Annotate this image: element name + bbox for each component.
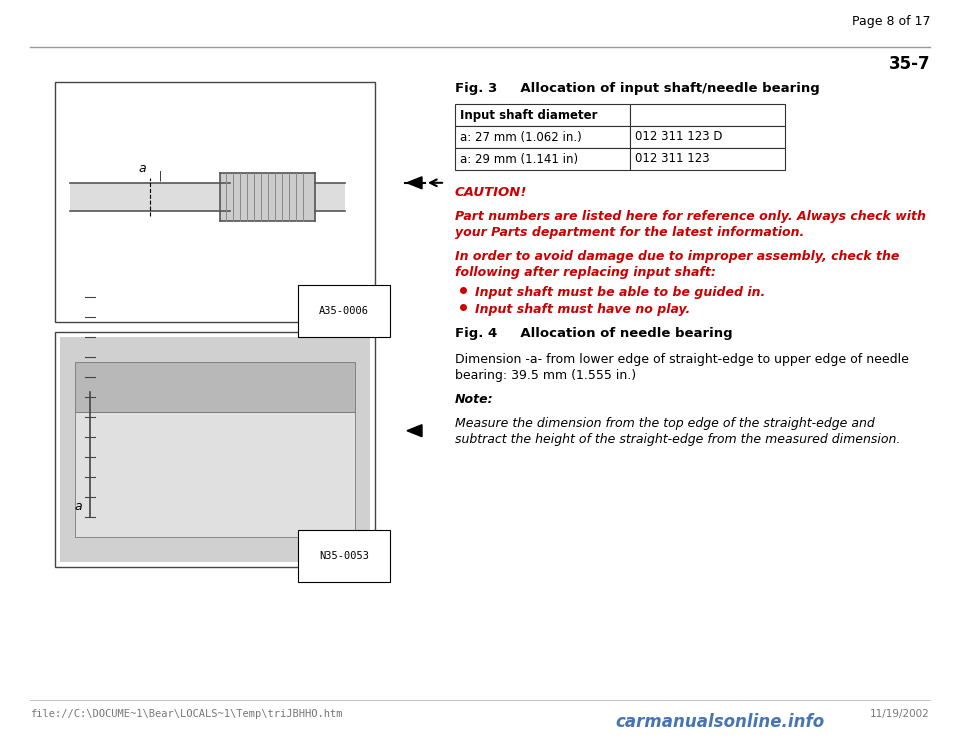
- Text: subtract the height of the straight-edge from the measured dimension.: subtract the height of the straight-edge…: [455, 433, 900, 446]
- Text: |: |: [158, 171, 161, 181]
- Text: CAUTION!: CAUTION!: [455, 186, 527, 199]
- Text: file://C:\DOCUME~1\Bear\LOCALS~1\Temp\triJBHHO.htm: file://C:\DOCUME~1\Bear\LOCALS~1\Temp\tr…: [30, 709, 343, 719]
- Text: Fig. 3     Allocation of input shaft/needle bearing: Fig. 3 Allocation of input shaft/needle …: [455, 82, 820, 95]
- Polygon shape: [407, 177, 422, 188]
- Text: N35-0053: N35-0053: [319, 551, 369, 561]
- Bar: [315, 183, 345, 211]
- Text: A35-0006: A35-0006: [319, 306, 369, 316]
- Bar: [455, 104, 630, 126]
- Polygon shape: [407, 424, 422, 437]
- Text: bearing: 39.5 mm (1.555 in.): bearing: 39.5 mm (1.555 in.): [455, 369, 636, 382]
- Text: Measure the dimension from the top edge of the straight-edge and: Measure the dimension from the top edge …: [455, 417, 875, 430]
- Text: Input shaft must be able to be guided in.: Input shaft must be able to be guided in…: [475, 286, 765, 299]
- Bar: [220, 173, 315, 221]
- Bar: [630, 148, 785, 170]
- Bar: [60, 337, 370, 562]
- Bar: [55, 332, 375, 567]
- Bar: [455, 148, 630, 170]
- Text: a: 27 mm (1.062 in.): a: 27 mm (1.062 in.): [460, 131, 582, 143]
- Text: Page 8 of 17: Page 8 of 17: [852, 16, 930, 28]
- Bar: [455, 126, 630, 148]
- Text: following after replacing input shaft:: following after replacing input shaft:: [455, 266, 716, 279]
- Bar: [75, 412, 355, 537]
- Text: a: 29 mm (1.141 in): a: 29 mm (1.141 in): [460, 153, 578, 165]
- Text: 35-7: 35-7: [888, 55, 930, 73]
- Bar: [630, 104, 785, 126]
- Text: 11/19/2002: 11/19/2002: [871, 709, 930, 719]
- Text: a: a: [138, 162, 146, 175]
- Text: 012 311 123 D: 012 311 123 D: [635, 131, 723, 143]
- Text: 012 311 123: 012 311 123: [635, 153, 709, 165]
- Text: Note:: Note:: [455, 393, 493, 406]
- Bar: [55, 82, 375, 322]
- Text: Input shaft diameter: Input shaft diameter: [460, 108, 597, 122]
- Text: Fig. 4     Allocation of needle bearing: Fig. 4 Allocation of needle bearing: [455, 327, 732, 340]
- Text: Dimension -a- from lower edge of straight-edge to upper edge of needle: Dimension -a- from lower edge of straigh…: [455, 353, 909, 366]
- Bar: [630, 126, 785, 148]
- Text: carmanualsonline.info: carmanualsonline.info: [615, 713, 825, 731]
- Bar: [75, 362, 355, 412]
- Text: your Parts department for the latest information.: your Parts department for the latest inf…: [455, 226, 804, 239]
- Text: a: a: [74, 501, 82, 513]
- Bar: [70, 183, 230, 211]
- Text: Part numbers are listed here for reference only. Always check with: Part numbers are listed here for referen…: [455, 210, 925, 223]
- Text: In order to avoid damage due to improper assembly, check the: In order to avoid damage due to improper…: [455, 250, 900, 263]
- Text: Input shaft must have no play.: Input shaft must have no play.: [475, 303, 690, 316]
